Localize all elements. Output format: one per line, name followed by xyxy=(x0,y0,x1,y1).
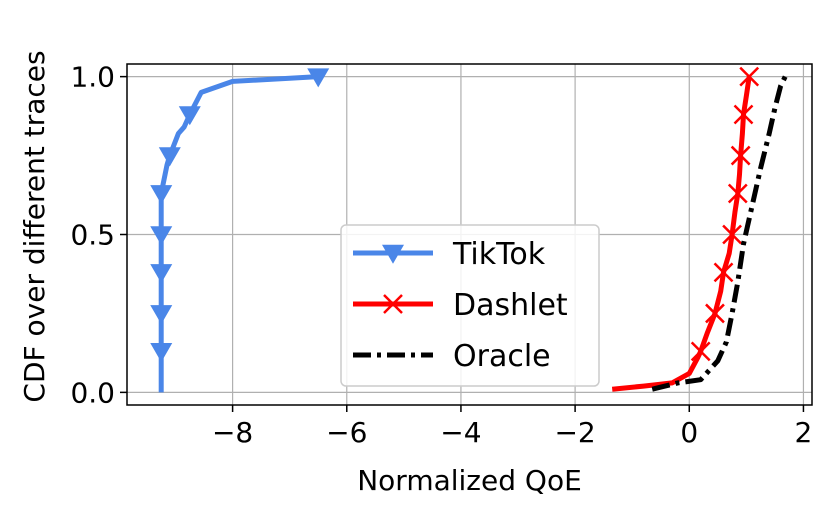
series-marker-tiktok xyxy=(150,226,173,246)
series-tiktok xyxy=(150,68,330,393)
series-marker-dashlet xyxy=(733,104,754,125)
legend-item-tiktok: TikTok xyxy=(353,237,546,272)
series-marker-tiktok xyxy=(307,68,330,88)
series-oracle xyxy=(651,75,788,392)
series-marker-tiktok xyxy=(150,305,173,325)
legend-label-tiktok: TikTok xyxy=(452,237,546,272)
series-marker-tiktok xyxy=(158,147,181,167)
legend-box xyxy=(340,224,600,387)
x-tick-label: −6 xyxy=(326,416,367,449)
legend: TikTok Dashlet Oracle xyxy=(340,224,600,387)
series-line-dashlet xyxy=(611,76,752,392)
series-marker-tiktok xyxy=(150,343,173,363)
series-marker-dashlet xyxy=(722,224,742,245)
legend-marker-dashlet xyxy=(383,294,403,314)
x-tick-label: −8 xyxy=(212,416,253,449)
series-marker-dashlet xyxy=(739,66,760,87)
axis-ticks: −8 −6 −4 −2 0 2 0.0 0.5 1.0 xyxy=(70,61,812,449)
legend-label-oracle: Oracle xyxy=(453,339,551,374)
series-marker-dashlet xyxy=(690,341,711,362)
series-layer xyxy=(150,66,788,393)
series-marker-dashlet xyxy=(705,303,725,324)
series-marker-dashlet xyxy=(727,183,748,204)
y-tick-label: 0.0 xyxy=(70,376,115,409)
x-axis-label: Normalized QoE xyxy=(357,464,582,497)
y-tick-label: 0.5 xyxy=(70,219,115,252)
legend-marker-tiktok xyxy=(381,244,405,264)
legend-item-dashlet: Dashlet xyxy=(353,288,568,323)
legend-label-dashlet: Dashlet xyxy=(453,288,568,323)
grid-lines xyxy=(127,64,812,405)
x-tick-label: −4 xyxy=(440,416,481,449)
series-marker-dashlet xyxy=(730,145,751,166)
x-tick-label: −2 xyxy=(554,416,595,449)
series-marker-dashlet xyxy=(713,262,734,283)
series-marker-tiktok xyxy=(150,264,173,284)
x-tick-label: 2 xyxy=(795,416,813,449)
series-marker-tiktok xyxy=(150,185,173,205)
y-axis-label: CDF over different traces xyxy=(18,50,51,402)
series-marker-tiktok xyxy=(178,106,201,126)
x-tick-label: 0 xyxy=(680,416,698,449)
legend-item-oracle: Oracle xyxy=(353,339,551,374)
series-dashlet xyxy=(611,66,760,392)
y-tick-label: 1.0 xyxy=(70,61,115,94)
series-line-oracle xyxy=(651,75,788,392)
